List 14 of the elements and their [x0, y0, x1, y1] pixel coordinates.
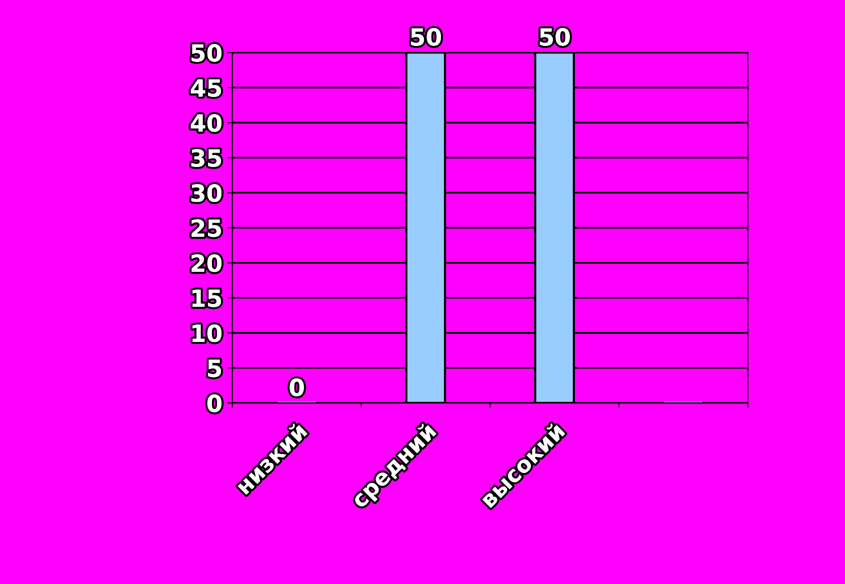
y-tick-label: 50	[192, 44, 222, 62]
data-label: 50	[540, 28, 570, 46]
y-tick-label: 40	[190, 114, 222, 132]
y-tick-label: 25	[192, 219, 222, 238]
y-tick-label: 0	[207, 394, 222, 412]
data-label: 50	[411, 28, 441, 46]
y-tick-label: 45	[190, 79, 222, 97]
y-tick-label: 15	[192, 290, 222, 308]
y-tick-label: 5	[208, 360, 222, 378]
y-tick-label: 20	[192, 254, 222, 272]
y-tick-label: 10	[192, 324, 222, 342]
y-tick-label: 35	[191, 149, 222, 167]
y-tick-label: 30	[191, 184, 222, 202]
data-label: 0	[290, 378, 304, 396]
